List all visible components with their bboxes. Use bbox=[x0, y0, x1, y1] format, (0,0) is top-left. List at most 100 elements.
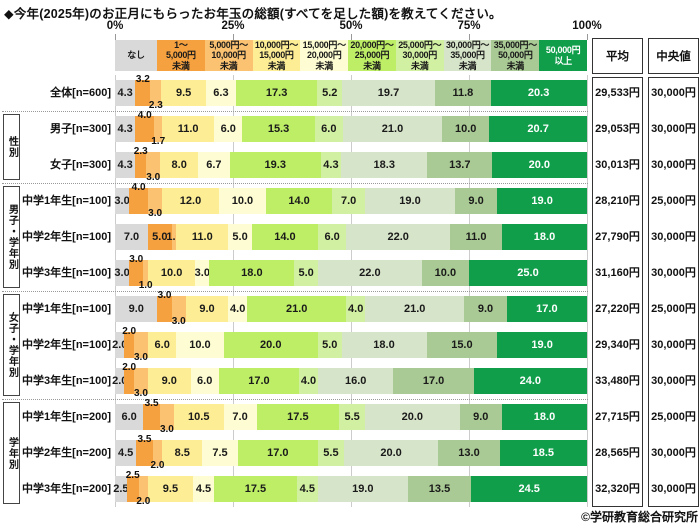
bar-segment: 18.0 bbox=[209, 260, 295, 286]
bar-segment bbox=[152, 440, 163, 466]
segment-value: 9.5 bbox=[176, 87, 192, 99]
legend-item: 20,000円～ 25,000円 未満 bbox=[348, 40, 396, 71]
bar-segment: 4.0 bbox=[228, 296, 248, 322]
median-value: 30,000円 bbox=[651, 447, 696, 459]
segment-value: 2.0 bbox=[112, 339, 128, 351]
mean-value: 28,565円 bbox=[595, 447, 640, 459]
bar-segment: 20.0 bbox=[365, 404, 460, 430]
copyright: ©学研教育総合研究所 bbox=[581, 510, 698, 524]
bar-segment: 13.0 bbox=[438, 440, 500, 466]
segment-value: 4.3 bbox=[117, 159, 133, 171]
bar-row: 9.0 9.0 4.0 21.0 4.0 21.0 9.0 17.0 bbox=[115, 296, 587, 322]
segment-value: 2.0 bbox=[112, 375, 128, 387]
group-label-box: 女子・学年別 bbox=[3, 294, 20, 396]
legend-item: 5,000円～ 10,000円 未満 bbox=[204, 40, 253, 71]
axis-tick-label: 100% bbox=[572, 20, 602, 32]
bar-segment: 24.5 bbox=[471, 476, 587, 502]
bar-segment: 18.5 bbox=[499, 440, 587, 466]
bar-segment: 3.0 bbox=[114, 260, 130, 286]
segment-value: 14.0 bbox=[274, 231, 296, 243]
segment-value: 15.3 bbox=[267, 123, 290, 135]
row-label: 中学2年生[n=100] bbox=[22, 339, 111, 351]
segment-value-callout: 2.5 bbox=[125, 470, 140, 481]
segment-value-callout: 4.0 bbox=[137, 110, 152, 121]
segment-value: 13.5 bbox=[428, 483, 451, 495]
segment-value: 5.0 bbox=[298, 267, 314, 279]
legend-item: 30,000円～ 35,000円 未満 bbox=[443, 40, 492, 71]
segment-value: 18.3 bbox=[373, 159, 395, 171]
bar-segment bbox=[157, 296, 172, 322]
bar-segment bbox=[135, 152, 147, 178]
segment-value: 12.0 bbox=[179, 195, 202, 207]
bar-segment: 8.0 bbox=[160, 152, 199, 178]
bar-segment: 18.0 bbox=[502, 404, 587, 430]
bar-segment: 4.3 bbox=[115, 116, 136, 142]
bar-segment: 10.0 bbox=[176, 332, 224, 358]
segment-value: 16.0 bbox=[344, 375, 367, 387]
bar-segment: 18.0 bbox=[341, 332, 427, 358]
bar-segment: 21.0 bbox=[247, 296, 347, 322]
segment-value: 15.0 bbox=[451, 339, 473, 351]
legend-item: 50,000円 以上 bbox=[539, 40, 587, 71]
segment-value: 13.7 bbox=[449, 159, 471, 171]
row-label: 中学1年生[n=200] bbox=[22, 411, 111, 423]
mean-value: 30,013円 bbox=[595, 159, 640, 171]
segment-value: 20.0 bbox=[401, 411, 424, 423]
bar-segment bbox=[171, 296, 186, 322]
mean-value: 29,533円 bbox=[595, 87, 640, 99]
bar-segment: 3.0 bbox=[194, 260, 210, 286]
segment-value: 6.7 bbox=[206, 159, 222, 171]
bar-segment: 22.0 bbox=[346, 224, 451, 250]
bar-segment: 15.0 bbox=[426, 332, 498, 358]
segment-value-callout: 3.0 bbox=[134, 352, 148, 363]
bar-segment: 11.0 bbox=[176, 224, 229, 250]
median-value: 25,000円 bbox=[651, 411, 696, 423]
row-label: 中学1年生[n=100] bbox=[22, 195, 111, 207]
legend-item: 1～ 5,000円 未満 bbox=[157, 40, 205, 71]
mean-value: 29,053円 bbox=[595, 123, 640, 135]
segment-value: 10.5 bbox=[188, 411, 210, 423]
segment-value: 11.0 bbox=[177, 123, 199, 135]
bar-segment: 21.0 bbox=[342, 116, 443, 142]
median-value: 25,000円 bbox=[651, 303, 696, 315]
bar-row: 6.0 10.5 7.0 17.5 5.5 20.0 9.0 18.0 bbox=[115, 404, 587, 430]
bar-segment: 16.0 bbox=[317, 368, 394, 394]
axis-tick-label: 75% bbox=[457, 20, 481, 32]
segment-value-callout: 2.0 bbox=[136, 496, 151, 507]
bar-segment: 5.0 bbox=[294, 260, 318, 286]
segment-value: 19.0 bbox=[531, 195, 553, 207]
segment-value: 21.0 bbox=[381, 123, 404, 135]
bar-segment: 7.0 bbox=[223, 404, 257, 430]
segment-value: 10.0 bbox=[231, 195, 254, 207]
median-value: 30,000円 bbox=[651, 159, 696, 171]
bar-segment: 13.7 bbox=[427, 152, 493, 178]
bar-segment bbox=[124, 332, 134, 358]
bar-segment bbox=[146, 152, 161, 178]
segment-value: 7.0 bbox=[232, 411, 248, 423]
bar-segment: 8.5 bbox=[162, 440, 203, 466]
group-label-box: 学年別 bbox=[3, 402, 20, 504]
median-column-header: 中央値 bbox=[648, 38, 699, 74]
bar-segment bbox=[133, 332, 149, 358]
bar-segment: 17.3 bbox=[235, 80, 318, 106]
segment-value: 3.0 bbox=[194, 267, 210, 279]
segment-value-callout: 4.0 bbox=[131, 182, 146, 193]
bar-segment: 10.5 bbox=[174, 404, 224, 430]
segment-value: 9.0 bbox=[468, 195, 484, 207]
segment-value-callout: 3.5 bbox=[144, 398, 159, 409]
segment-value: 4.5 bbox=[299, 483, 315, 495]
bar-segment: 7.5 bbox=[202, 440, 238, 466]
segment-value-callout: 2.3 bbox=[148, 100, 163, 111]
row-label: 中学2年生[n=100] bbox=[22, 231, 111, 243]
median-value: 30,000円 bbox=[651, 339, 696, 351]
bar-segment: 19.3 bbox=[229, 152, 321, 178]
bar-segment: 6.0 bbox=[190, 368, 219, 394]
bar-segment: 17.0 bbox=[506, 296, 587, 322]
bar-segment: 2.0 bbox=[112, 332, 128, 358]
bar-segment: 17.0 bbox=[218, 368, 300, 394]
segment-value: 17.5 bbox=[244, 483, 267, 495]
segment-value: 9.0 bbox=[128, 303, 144, 315]
segment-value: 9.0 bbox=[161, 375, 177, 387]
bar-segment: 10.0 bbox=[218, 188, 267, 214]
